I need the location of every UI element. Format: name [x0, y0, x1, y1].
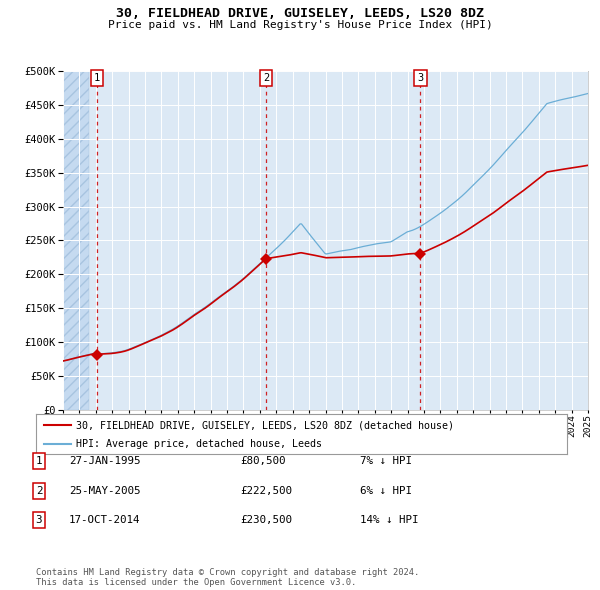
Text: £80,500: £80,500 — [240, 457, 286, 466]
Text: 3: 3 — [36, 516, 42, 525]
Text: 1: 1 — [94, 73, 100, 83]
Text: £230,500: £230,500 — [240, 516, 292, 525]
Text: 25-MAY-2005: 25-MAY-2005 — [69, 486, 140, 496]
Text: Contains HM Land Registry data © Crown copyright and database right 2024.
This d: Contains HM Land Registry data © Crown c… — [36, 568, 419, 587]
Text: HPI: Average price, detached house, Leeds: HPI: Average price, detached house, Leed… — [76, 440, 322, 449]
Text: Price paid vs. HM Land Registry's House Price Index (HPI): Price paid vs. HM Land Registry's House … — [107, 20, 493, 30]
Text: 2: 2 — [263, 73, 269, 83]
Text: 1: 1 — [36, 457, 42, 466]
Text: 14% ↓ HPI: 14% ↓ HPI — [360, 516, 419, 525]
Text: £222,500: £222,500 — [240, 486, 292, 496]
Text: 7% ↓ HPI: 7% ↓ HPI — [360, 457, 412, 466]
Text: 2: 2 — [36, 486, 42, 496]
Bar — [63, 71, 89, 410]
Text: 27-JAN-1995: 27-JAN-1995 — [69, 457, 140, 466]
Text: 30, FIELDHEAD DRIVE, GUISELEY, LEEDS, LS20 8DZ (detached house): 30, FIELDHEAD DRIVE, GUISELEY, LEEDS, LS… — [76, 420, 454, 430]
Text: 30, FIELDHEAD DRIVE, GUISELEY, LEEDS, LS20 8DZ: 30, FIELDHEAD DRIVE, GUISELEY, LEEDS, LS… — [116, 7, 484, 20]
Text: 6% ↓ HPI: 6% ↓ HPI — [360, 486, 412, 496]
Text: 3: 3 — [418, 73, 424, 83]
Text: 17-OCT-2014: 17-OCT-2014 — [69, 516, 140, 525]
